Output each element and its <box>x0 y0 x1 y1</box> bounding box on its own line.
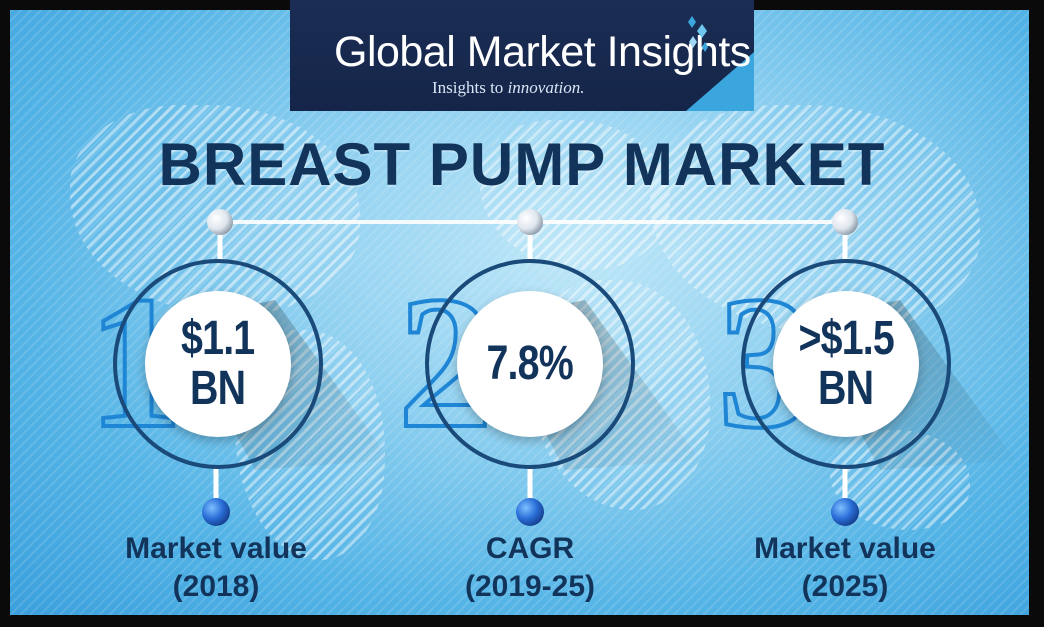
connector-knob-3 <box>832 209 858 235</box>
stat-label-1-line1: Market value <box>125 532 307 565</box>
stat-label-3-line2: (2025) <box>801 570 889 603</box>
diamond-logo-icon <box>688 16 708 52</box>
stat-label-3-line1: Market value <box>754 532 936 565</box>
brand-tagline: Insights to innovation. <box>432 78 585 98</box>
tagline-emphasis: innovation. <box>507 78 585 97</box>
stat-value-circle-3: >$1.5 BN <box>773 291 919 437</box>
stat-label-2-line1: CAGR <box>485 532 575 565</box>
stat-label-1: Market value (2018) <box>96 530 336 606</box>
ring-3 <box>741 259 951 469</box>
stat-value-circle-2: 7.8% <box>457 291 603 437</box>
map-europe <box>480 120 670 270</box>
stat-value-1: $1.1 <box>181 312 255 365</box>
page-title: BREAST PUMP MARKET <box>158 131 886 198</box>
connector-knob-1 <box>207 209 233 235</box>
stat-label-3: Market value (2025) <box>725 530 965 606</box>
stat-unit-3: BN <box>818 362 874 415</box>
connector-knob-2 <box>517 209 543 235</box>
stat-unit-1: BN <box>190 362 246 415</box>
stat-label-2-line2: (2019-25) <box>464 570 596 603</box>
marker-dot-2 <box>516 498 544 526</box>
tagline-prefix: Insights to <box>432 78 508 97</box>
stat-label-2: CAGR (2019-25) <box>410 530 650 606</box>
stat-value-3: >$1.5 <box>798 312 894 365</box>
brand-name: Global Market Insights <box>334 28 751 76</box>
ring-2 <box>425 259 635 469</box>
ring-1 <box>113 259 323 469</box>
marker-dot-3 <box>831 498 859 526</box>
stat-value-circle-1: $1.1 BN <box>145 291 291 437</box>
marker-dot-1 <box>202 498 230 526</box>
logo-banner <box>290 0 754 111</box>
stat-value-2: 7.8% <box>486 337 574 390</box>
stat-label-1-line2: (2018) <box>172 570 260 603</box>
